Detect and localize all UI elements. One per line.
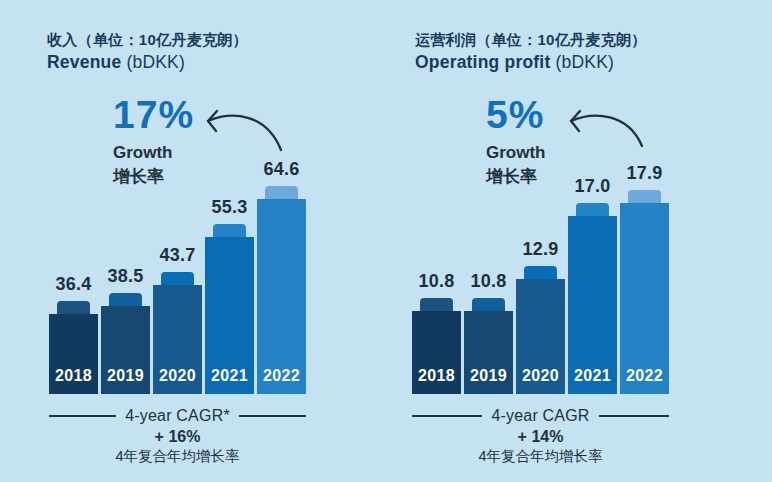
revenue-header: 收入（单位：10亿丹麦克朗） Revenue (bDKK) (47, 31, 248, 73)
operating-profit-cagr-label: 4-year CAGR (491, 407, 589, 425)
operating-profit-header: 运营利润（单位：10亿丹麦克朗） Operating profit (bDKK) (415, 31, 646, 73)
bar-value-label: 43.7 (159, 245, 195, 266)
cagr-rule-left (49, 415, 116, 417)
operating-profit-title-en: Operating profit (bDKK) (415, 52, 646, 73)
cagr-rule-row: 4-year CAGR* (49, 406, 306, 426)
revenue-cagr-label: 4-year CAGR* (125, 407, 230, 425)
bar-body: 2021 (205, 237, 254, 394)
bar-2021: 55.3 2021 (205, 197, 254, 394)
curved-arrow-icon (566, 96, 646, 150)
revenue-chart: 收入（单位：10亿丹麦克朗） Revenue (bDKK) 17% Growth… (49, 0, 306, 482)
bar-cap (628, 190, 661, 203)
operating-profit-growth-value: 5% (486, 95, 546, 134)
revenue-cagr-value: + 16% (49, 427, 306, 447)
operating-profit-bars: 10.8 2018 10.8 2019 12.9 2020 17.0 2021 17.9 2022 (412, 163, 669, 394)
curved-arrow-icon (202, 94, 286, 156)
bar-year-label: 2021 (205, 367, 254, 384)
bar-cap (265, 186, 298, 199)
bar-value-label: 17.9 (626, 163, 662, 184)
bar-cap (472, 298, 505, 311)
bar-2019: 10.8 2019 (464, 271, 513, 394)
bar-year-label: 2019 (101, 367, 150, 384)
bar-body: 2019 (101, 306, 150, 394)
operating-profit-cagr-value: + 14% (412, 427, 669, 447)
bar-value-label: 64.6 (263, 159, 299, 180)
bar-body: 2018 (49, 314, 98, 394)
bar-cap (109, 293, 142, 306)
bar-body: 2021 (568, 216, 617, 394)
bar-year-label: 2021 (568, 367, 617, 384)
bar-2018: 36.4 2018 (49, 274, 98, 394)
bar-2022: 64.6 2022 (257, 159, 306, 394)
bar-year-label: 2020 (153, 367, 202, 384)
bar-body: 2022 (257, 199, 306, 394)
bar-body: 2020 (516, 279, 565, 394)
bar-body: 2018 (412, 311, 461, 394)
operating-profit-cagr-label-zh: 4年复合年均增长率 (412, 447, 669, 466)
page-background: 收入（单位：10亿丹麦克朗） Revenue (bDKK) 17% Growth… (0, 0, 772, 482)
revenue-bars: 36.4 2018 38.5 2019 43.7 2020 55.3 2021 64.6 2022 (49, 159, 306, 394)
revenue-cagr-footer: 4-year CAGR* + 16% 4年复合年均增长率 (49, 406, 306, 466)
bar-year-label: 2019 (464, 367, 513, 384)
bar-body: 2020 (153, 285, 202, 394)
bar-cap (161, 272, 194, 285)
revenue-growth-value: 17% (113, 95, 194, 134)
revenue-title-zh: 收入（单位：10亿丹麦克朗） (47, 31, 248, 50)
revenue-title-en-bold: Revenue (47, 52, 121, 72)
operating-profit-growth-label-en: Growth (486, 143, 546, 163)
operating-profit-cagr-footer: 4-year CAGR + 14% 4年复合年均增长率 (412, 406, 669, 466)
bar-value-label: 10.8 (418, 271, 454, 292)
bar-year-label: 2018 (49, 367, 98, 384)
revenue-title-unit: (bDKK) (126, 52, 185, 72)
bar-value-label: 17.0 (574, 176, 610, 197)
bar-value-label: 10.8 (470, 271, 506, 292)
bar-2022: 17.9 2022 (620, 163, 669, 394)
bar-value-label: 12.9 (522, 239, 558, 260)
bar-2019: 38.5 2019 (101, 266, 150, 394)
bar-body: 2019 (464, 311, 513, 394)
bar-value-label: 36.4 (55, 274, 91, 295)
bar-2020: 43.7 2020 (153, 245, 202, 394)
bar-year-label: 2022 (620, 367, 669, 384)
bar-value-label: 55.3 (211, 197, 247, 218)
bar-cap (420, 298, 453, 311)
operating-profit-title-unit: (bDKK) (555, 52, 614, 72)
operating-profit-title-en-bold: Operating profit (415, 52, 550, 72)
cagr-rule-row: 4-year CAGR (412, 406, 669, 426)
bar-2018: 10.8 2018 (412, 271, 461, 394)
revenue-title-en: Revenue (bDKK) (47, 52, 248, 73)
cagr-rule-right (239, 415, 306, 417)
bar-cap (524, 266, 557, 279)
bar-value-label: 38.5 (107, 266, 143, 287)
bar-cap (57, 301, 90, 314)
operating-profit-title-zh: 运营利润（单位：10亿丹麦克朗） (415, 31, 646, 50)
bar-2021: 17.0 2021 (568, 176, 617, 394)
operating-profit-chart: 运营利润（单位：10亿丹麦克朗） Operating profit (bDKK)… (412, 0, 669, 482)
cagr-rule-right (599, 415, 669, 417)
bar-body: 2022 (620, 203, 669, 394)
bar-year-label: 2022 (257, 367, 306, 384)
bar-cap (213, 224, 246, 237)
bar-year-label: 2020 (516, 367, 565, 384)
bar-2020: 12.9 2020 (516, 239, 565, 394)
revenue-cagr-label-zh: 4年复合年均增长率 (49, 447, 306, 466)
bar-cap (576, 203, 609, 216)
bar-year-label: 2018 (412, 367, 461, 384)
cagr-rule-left (412, 415, 482, 417)
